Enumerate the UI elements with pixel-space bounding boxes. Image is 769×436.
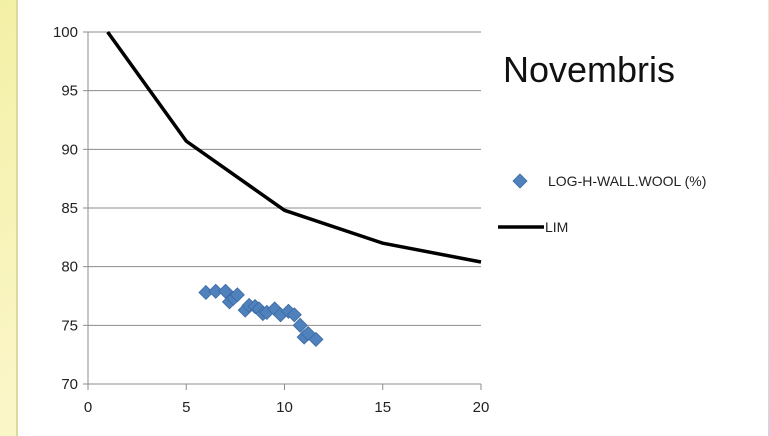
y-tick-label: 100 — [53, 24, 78, 41]
x-tick-label: 5 — [182, 399, 190, 416]
x-tick-label: 0 — [84, 399, 92, 416]
x-tick-label: 10 — [276, 399, 293, 416]
y-tick-labels: 70 75 80 85 90 95 100 — [53, 24, 78, 393]
data-point — [229, 287, 245, 303]
legend-diamond-marker — [512, 173, 528, 189]
x-tick-label: 20 — [473, 399, 490, 416]
data-point — [292, 317, 308, 333]
series-points — [198, 283, 324, 347]
data-point — [308, 331, 324, 347]
data-point — [300, 325, 316, 342]
legend-item-line: LIM — [498, 219, 568, 235]
grid-lines — [88, 31, 481, 326]
chart-svg: 70 75 80 85 90 95 100 0 5 10 15 20 Novembris LOG-H… — [53, 24, 706, 416]
data-point — [286, 307, 302, 323]
y-tick-label: 80 — [61, 259, 78, 276]
y-tick-label: 85 — [61, 200, 78, 217]
lim-line — [106, 30, 482, 264]
axes — [83, 31, 482, 390]
y-tick-label: 70 — [61, 376, 78, 393]
legend-item-scatter: LOG-H-WALL.WOOL (%) — [512, 173, 706, 189]
legend-label-scatter: LOG-H-WALL.WOOL (%) — [548, 173, 706, 189]
x-tick-labels: 0 5 10 15 20 — [84, 399, 490, 416]
x-tick-label: 15 — [374, 399, 391, 416]
legend-label-line: LIM — [545, 219, 568, 235]
chart-title: Novembris — [503, 49, 675, 90]
chart-area: 70 75 80 85 90 95 100 0 5 10 15 20 Novembris LOG-H… — [16, 0, 768, 436]
legend: LOG-H-WALL.WOOL (%) LIM — [498, 173, 706, 235]
series-lines — [106, 30, 482, 264]
y-tick-label: 95 — [61, 83, 78, 100]
y-tick-label: 90 — [61, 141, 78, 158]
y-tick-label: 75 — [61, 317, 78, 334]
